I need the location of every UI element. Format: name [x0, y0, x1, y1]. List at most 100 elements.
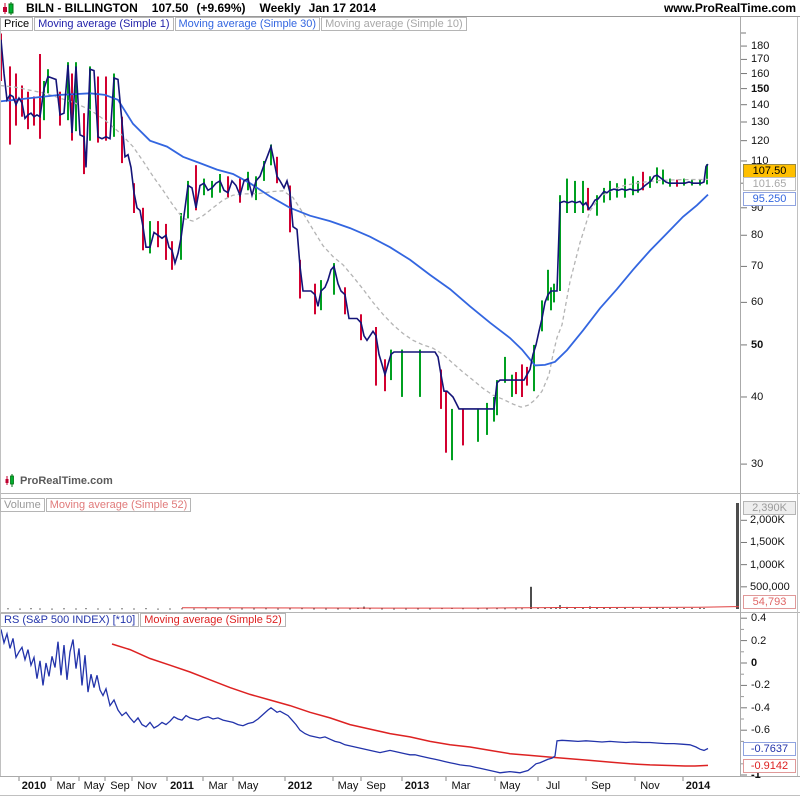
volume-bar: [63, 608, 65, 610]
rs-indicator-label-0[interactable]: RS (S&P 500 INDEX) [*10]: [0, 613, 140, 627]
volume-indicator-label-1[interactable]: Moving average (Simple 52): [45, 498, 192, 512]
candle: [547, 269, 549, 301]
prorealtime-watermark: ProRealTime.com: [4, 474, 113, 487]
volume-indicator-row: Volume Moving average (Simple 52): [0, 498, 192, 516]
candle: [211, 180, 213, 198]
volume-bar: [596, 607, 598, 609]
volume-bar: [229, 608, 231, 610]
volume-bar: [169, 608, 171, 610]
rs-indicator-row: RS (S&P 500 INDEX) [*10] Moving average (…: [0, 613, 287, 631]
volume-bar: [550, 607, 552, 609]
price-indicator-label-1[interactable]: Moving average (Simple 1): [34, 17, 174, 31]
candle: [9, 66, 11, 145]
candle: [344, 287, 346, 315]
volume-bar: [515, 608, 517, 610]
candle: [187, 180, 189, 219]
volume-bar: [325, 608, 327, 610]
candle: [504, 356, 506, 383]
candle: [239, 178, 241, 203]
candle: [515, 372, 517, 395]
candle: [683, 178, 685, 186]
volume-bar: [640, 607, 642, 609]
candle: [314, 283, 316, 315]
candle: [149, 221, 151, 254]
volume-bar: [217, 608, 219, 610]
candle: [121, 116, 123, 164]
date: Jan 17 2014: [308, 1, 377, 15]
rs-line: [0, 629, 709, 774]
timeframe: Weekly: [259, 1, 301, 15]
candle: [462, 408, 464, 446]
volume-bar: [349, 608, 351, 610]
candle: [21, 85, 23, 117]
volume-bar: [486, 608, 488, 610]
candle: [113, 73, 115, 137]
candle: [171, 241, 173, 270]
volume-bar: [417, 608, 419, 610]
candle: [445, 391, 447, 453]
volume-bar: [656, 607, 658, 609]
price-change: (+9.69%): [196, 1, 246, 15]
volume-bar: [51, 608, 53, 610]
volume-bar: [683, 608, 685, 609]
candle: [270, 144, 272, 166]
candle: [263, 161, 265, 181]
candle: [165, 223, 167, 260]
volume-bar: [205, 608, 207, 610]
volume-bar: [381, 608, 383, 610]
candle: [574, 180, 576, 213]
volume-bar: [429, 608, 431, 610]
volume-bar: [369, 608, 371, 610]
price-indicator-label-2[interactable]: Moving average (Simple 30): [174, 17, 321, 31]
volume-bar: [544, 607, 546, 609]
watermark-text: ProRealTime.com: [20, 474, 113, 487]
candle: [642, 171, 644, 191]
candle: [360, 314, 362, 341]
volume-bar: [504, 608, 506, 610]
volume-bar: [109, 608, 111, 610]
volume-ma52-line: [181, 606, 739, 609]
candle: [582, 180, 584, 213]
candle: [276, 156, 278, 184]
website-link[interactable]: www.ProRealTime.com: [663, 1, 796, 15]
volume-bar: [537, 608, 539, 609]
candlestick-logo-icon: [3, 1, 14, 15]
candle: [401, 349, 403, 397]
price-indicator-label-0[interactable]: Price: [0, 17, 34, 31]
title-bar: BILN - BILLINGTON 107.50 (+9.69%) Weekly…: [0, 0, 800, 16]
candle: [43, 81, 45, 121]
volume-bar: [393, 608, 395, 610]
price-indicator-row: Price Moving average (Simple 1) Moving ave…: [0, 17, 468, 35]
volume-bar: [133, 608, 135, 610]
volume-indicator-label-0[interactable]: Volume: [0, 498, 45, 512]
volume-bar: [193, 608, 195, 610]
candle: [133, 183, 135, 213]
candle: [27, 91, 29, 130]
volume-bar: [145, 608, 147, 610]
volume-bar: [521, 608, 523, 610]
volume-bar: [662, 607, 664, 609]
rs-indicator-label-1[interactable]: Moving average (Simple 52): [140, 613, 286, 627]
candle: [486, 402, 488, 435]
candle: [203, 178, 205, 196]
volume-bar: [530, 586, 532, 609]
price-ma30-line: [0, 92, 709, 367]
candle: [533, 344, 535, 392]
candle: [624, 178, 626, 198]
volume-bar: [241, 608, 243, 610]
volume-bar: [405, 608, 407, 610]
volume-bar: [699, 607, 701, 609]
volume-bar: [555, 607, 557, 609]
price-indicator-label-3[interactable]: Moving average (Simple 10): [321, 17, 467, 31]
candle: [375, 327, 377, 386]
candle: [195, 165, 197, 211]
volume-bar: [496, 608, 498, 610]
last-price: 107.50: [151, 1, 189, 15]
rs-ma52-line: [111, 643, 709, 767]
candle: [390, 349, 392, 381]
price-close-line: [0, 39, 709, 410]
symbol-title: BILN - BILLINGTON: [26, 1, 138, 15]
candle: [97, 76, 99, 143]
